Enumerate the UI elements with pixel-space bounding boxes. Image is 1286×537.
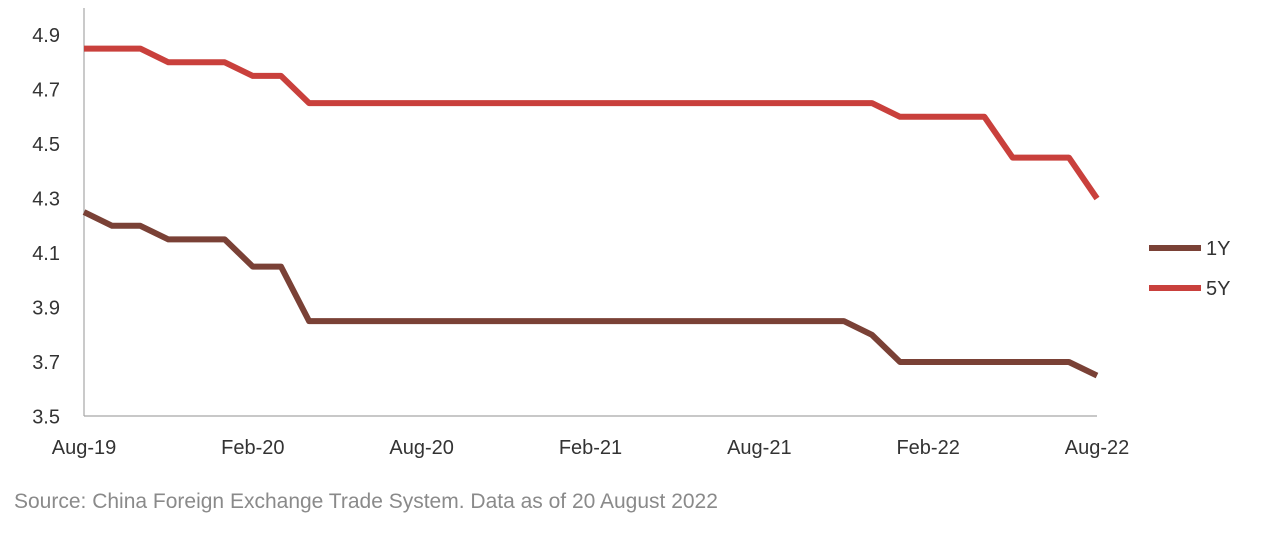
y-tick-label: 4.9 [32, 25, 60, 47]
series-line-5y [84, 45, 1100, 201]
x-tick-label: Feb-22 [896, 437, 959, 459]
y-tick-label: 3.9 [32, 298, 60, 320]
legend-label-5y: 5Y [1206, 278, 1230, 300]
y-tick-label: 4.1 [32, 243, 60, 265]
axes [83, 8, 1097, 417]
x-tick-label: Aug-20 [389, 437, 454, 459]
x-tick-label: Aug-21 [727, 437, 792, 459]
y-tick-label: 3.5 [32, 407, 60, 429]
series-line-1y [82, 209, 1099, 379]
series-lines [82, 45, 1100, 379]
y-tick-label: 3.7 [32, 352, 60, 374]
x-tick-label: Aug-22 [1065, 437, 1130, 459]
y-tick-label: 4.3 [32, 189, 60, 211]
legend: 1Y 5Y [1149, 238, 1230, 300]
x-tick-label: Feb-20 [221, 437, 284, 459]
legend-label-1y: 1Y [1206, 238, 1230, 260]
y-axis-ticks: 3.5 3.7 3.9 4.1 4.3 4.5 4.7 4.9 [32, 25, 60, 429]
x-tick-label: Feb-21 [559, 437, 622, 459]
x-tick-label: Aug-19 [52, 437, 117, 459]
x-axis-ticks: Aug-19 Feb-20 Aug-20 Feb-21 Aug-21 Feb-22 Aug-… [52, 437, 1130, 459]
source-note: Source: China Foreign Exchange Trade Sys… [14, 490, 718, 513]
y-tick-label: 4.5 [32, 134, 60, 156]
y-tick-label: 4.7 [32, 80, 60, 102]
